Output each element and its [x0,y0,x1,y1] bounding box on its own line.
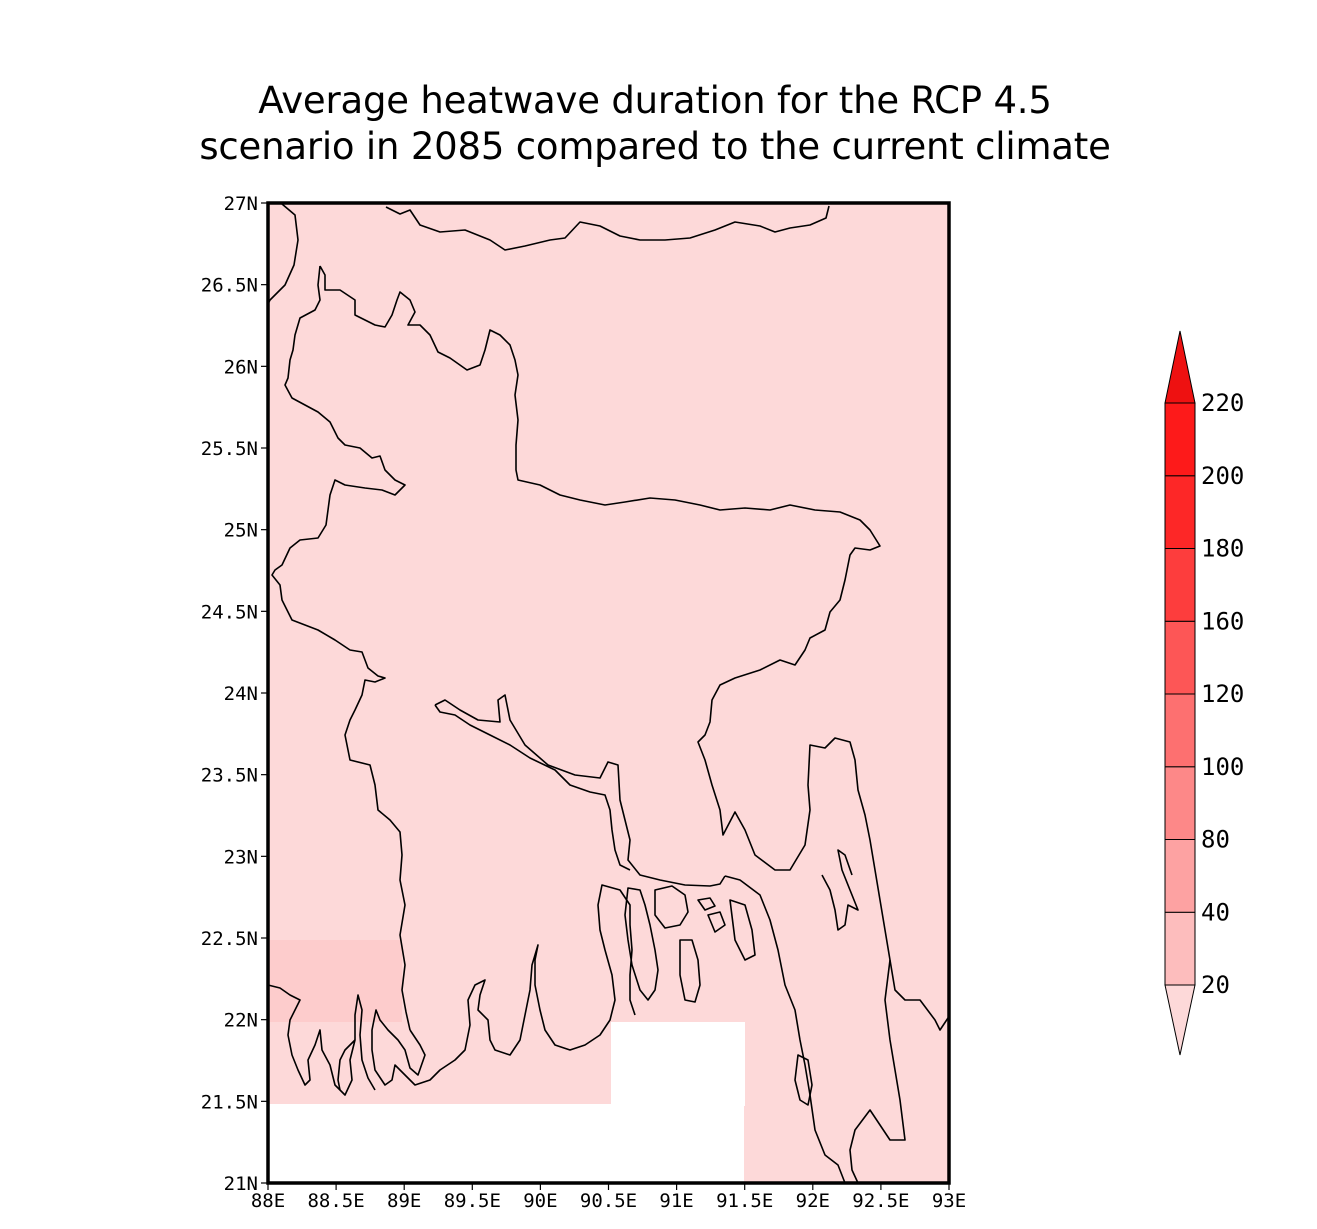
delta-island-5 [707,911,726,933]
y-tick-label: 27N [224,193,258,215]
delta-island-2 [654,885,689,929]
y-tick-label: 25.5N [201,438,258,460]
east-border-south [849,959,906,1184]
x-axis: 88E 88.5E 89E 89.5E 90E 90.5E 91E 91.5E 92E 92.5E… [251,1183,966,1212]
x-tick-label: 93E [932,1190,966,1212]
south-coastline [371,884,636,1086]
y-tick-label: 25N [224,520,258,542]
west-boundary-line [267,203,299,305]
y-tick-label: 23N [224,846,258,868]
colorbar-label: 220 [1201,389,1244,417]
map-highlight-cell [268,940,402,1022]
bangladesh-outline [319,265,949,1031]
y-tick-label: 21.5N [201,1091,258,1113]
colorbar-segment [1164,548,1196,622]
y-tick-label: 26N [224,356,258,378]
coastline-outlines [267,203,949,1184]
colorbar: 20 40 80 100 120 160 180 200 220 [1164,330,1244,1056]
map-title: Average heatwave duration for the RCP 4.… [160,78,1150,170]
colorbar-segment [1164,620,1196,695]
x-tick-label: 92E [796,1190,830,1212]
colorbar-label: 80 [1201,826,1230,854]
river-padma [434,694,726,887]
x-tick-label: 91.5E [716,1190,773,1212]
map-background-fill [268,203,949,1183]
west-border-line [271,265,411,1031]
title-line-1: Average heatwave duration for the RCP 4.… [258,79,1052,122]
x-tick-label: 90E [523,1190,557,1212]
x-tick-label: 89.5E [444,1190,501,1212]
colorbar-label: 180 [1201,535,1244,563]
title-line-2: scenario in 2085 compared to the current… [199,125,1111,168]
colorbar-label: 200 [1201,462,1244,490]
x-tick-label: 92.5E [852,1190,909,1212]
delta-island-4 [697,897,716,911]
colorbar-segment [1164,402,1196,477]
west-bengal-line [337,1039,356,1091]
colorbar-segment [1164,911,1196,986]
west-coast-islands [267,984,376,1096]
y-tick-label: 21N [224,1173,258,1195]
colorbar-label: 40 [1201,898,1230,926]
colorbar-label: 20 [1201,971,1230,999]
river-branch [434,704,631,871]
map-missing-area-south [268,1104,744,1184]
delta-island-1 [624,887,659,1001]
y-tick-label: 22N [224,1010,258,1032]
x-tick-label: 88E [251,1190,285,1212]
y-tick-label: 24N [224,683,258,705]
delta-island-6 [729,899,756,961]
x-tick-label: 91E [659,1190,693,1212]
colorbar-segment [1164,693,1196,768]
map-missing-area-bay [611,1022,745,1106]
y-tick-label: 23.5N [201,765,258,787]
map-plot [266,201,951,1185]
colorbar-label: 120 [1201,680,1244,708]
colorbar-lower-triangle [1164,984,1196,1056]
colorbar-segment [1164,766,1196,840]
y-tick-label: 26.5N [201,275,258,297]
colorbar-label: 160 [1201,607,1244,635]
colorbar-upper-triangle [1164,330,1196,404]
delta-island-3 [679,939,701,1003]
east-island [821,849,859,931]
colorbar-label: 100 [1201,753,1244,781]
y-axis: 21N 21.5N 22N 22.5N 23N 23.5N 24N 24.5N 25N 25.5N… [201,193,268,1195]
coast-southeast [724,875,846,1184]
x-tick-label: 88.5E [307,1190,364,1212]
y-tick-label: 22.5N [201,928,258,950]
northern-border-line [385,205,830,251]
y-tick-label: 24.5N [201,601,258,623]
x-tick-label: 89E [387,1190,421,1212]
maheshkhali-island [794,1054,813,1106]
colorbar-segment [1164,839,1196,913]
colorbar-segment [1164,475,1196,549]
x-tick-label: 90.5E [580,1190,637,1212]
